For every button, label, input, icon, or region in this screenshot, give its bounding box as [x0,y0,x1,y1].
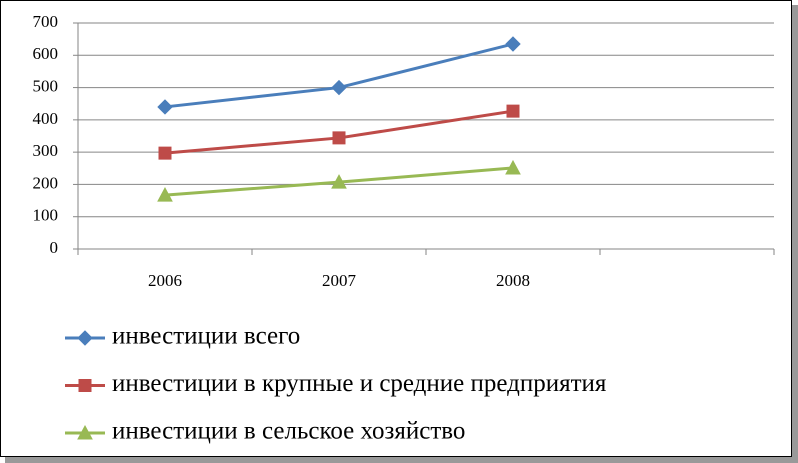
x-tick-label: 2006 [148,271,182,290]
y-tick-label: 100 [33,206,59,225]
legend-marker [77,330,93,346]
marker [506,104,520,118]
marker [332,131,346,145]
y-tick-label: 300 [33,141,59,160]
y-tick-label: 700 [33,12,59,31]
legend-label: инвестиции в сельское хозяйство [112,418,465,445]
legend-marker [78,379,92,392]
marker [157,99,173,115]
x-tick-label: 2008 [496,271,530,290]
frame-shadow [792,5,798,463]
frame-shadow [5,457,798,463]
marker [157,187,173,202]
marker [158,146,172,160]
y-tick-label: 0 [50,238,59,257]
legend-label: инвестиции в крупные и средние предприят… [112,370,607,397]
marker [505,159,521,175]
y-tick-label: 200 [33,173,59,192]
chart-frame [0,0,792,457]
y-tick-label: 400 [33,109,59,128]
x-tick-label: 2007 [322,271,357,290]
y-tick-label: 600 [33,44,59,63]
legend-marker [77,424,93,440]
marker [505,36,521,52]
marker [331,79,347,96]
legend-label: инвестиции всего [112,323,300,350]
y-tick-label: 500 [33,76,59,95]
marker [331,174,347,189]
